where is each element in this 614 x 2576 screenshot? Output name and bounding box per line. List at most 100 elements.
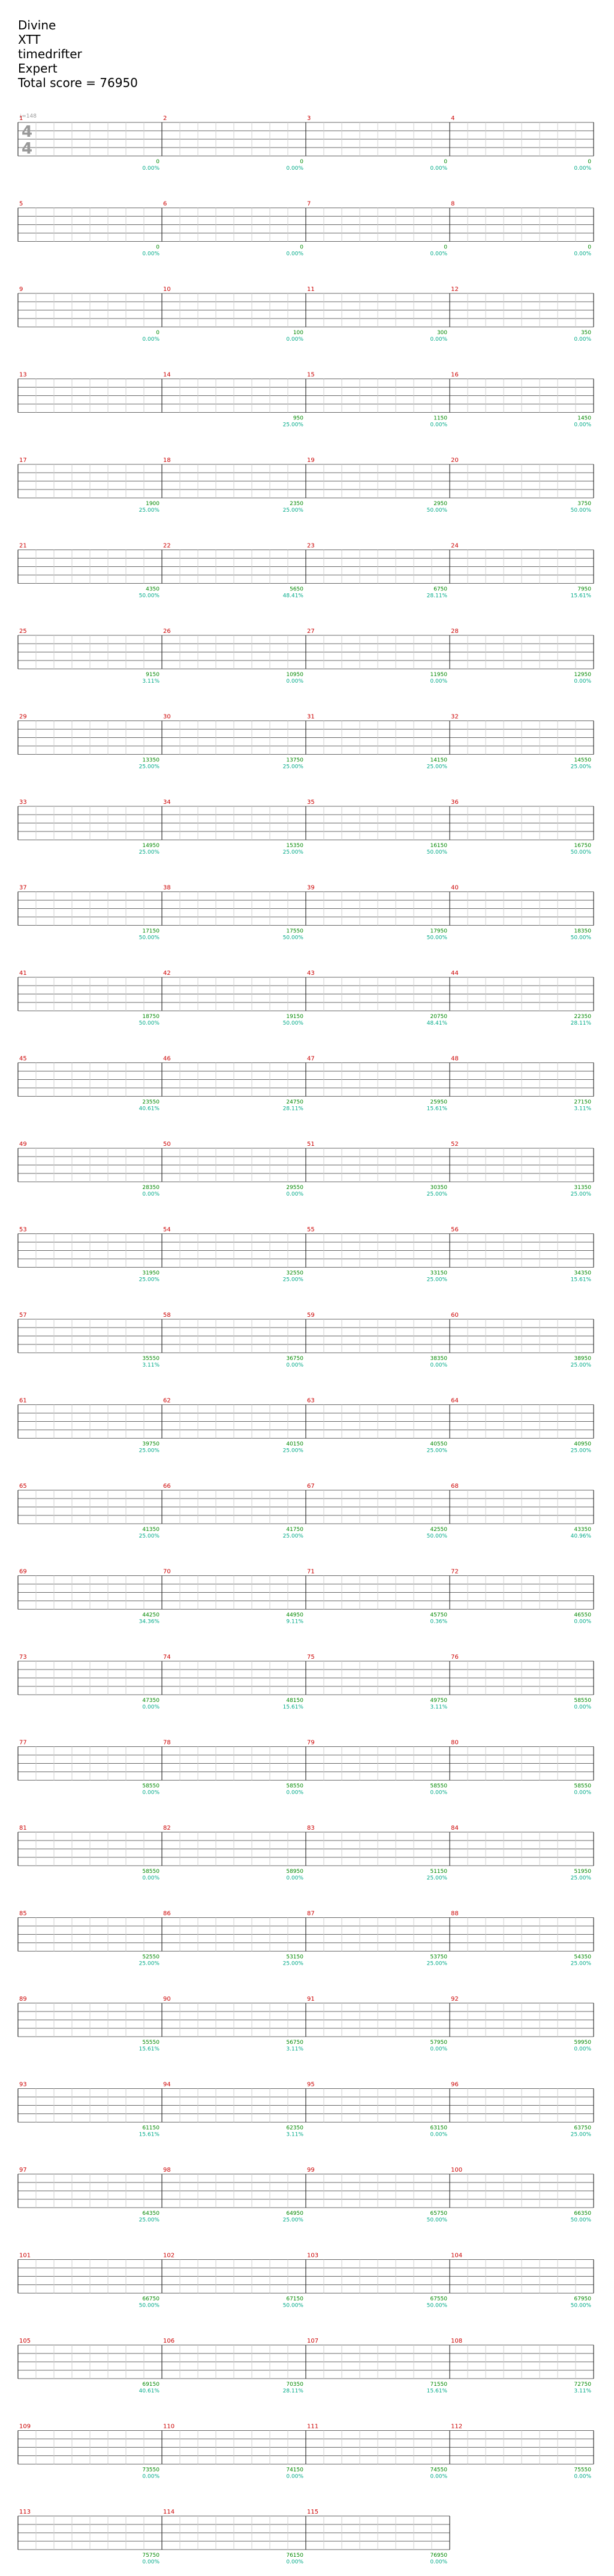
measure-number: 55 (307, 1227, 315, 1233)
measure-percent: 25.00% (283, 1448, 304, 1454)
measure-percent: 3.11% (574, 2388, 591, 2394)
measure-percent: 15.61% (571, 593, 592, 599)
measure-percent: 0.00% (286, 1191, 303, 1197)
measure-percent: 50.00% (139, 593, 160, 599)
measure-score: 58950 (286, 1869, 303, 1875)
measure-number: 101 (19, 2253, 31, 2259)
measure-number: 96 (451, 2082, 459, 2088)
measure-number: 38 (163, 885, 171, 891)
measure-percent: 50.00% (283, 1020, 304, 1026)
measure-number: 60 (451, 1312, 459, 1319)
measure-score: 49750 (430, 1698, 447, 1704)
measure-number: 51 (307, 1141, 315, 1148)
measure-percent: 25.00% (139, 1533, 160, 1539)
measure-score: 64950 (286, 2211, 303, 2217)
measure-number: 90 (163, 1996, 171, 2002)
measure-score: 69150 (142, 2382, 159, 2388)
measure-percent: 50.00% (427, 508, 448, 514)
measure-number: 18 (163, 457, 171, 464)
staff-row: 57355503.11%58367500.00%59383500.00%6038… (17, 1312, 594, 1368)
measure-score: 4350 (146, 587, 159, 593)
measure-number: 45 (19, 1056, 27, 1062)
measure-score: 31950 (142, 1271, 159, 1277)
measure-number: 79 (307, 1740, 315, 1746)
measure-number: 92 (451, 1996, 459, 2002)
chart-author: timedrifter (18, 47, 82, 61)
measure-number: 74 (163, 1654, 171, 1661)
measure-score: 67950 (574, 2296, 591, 2302)
measure-score: 0 (588, 245, 591, 251)
measure-percent: 25.00% (427, 1961, 448, 1967)
measure-percent: 9.11% (286, 1619, 303, 1625)
measure-score: 20750 (430, 1014, 447, 1020)
measure-score: 53750 (430, 1954, 447, 1960)
measure-number: 13 (19, 372, 27, 379)
staff-row: 411875050.00%421915050.00%432075048.41%4… (17, 970, 594, 1026)
measure-number: 66 (163, 1483, 171, 1490)
measure-score: 42550 (430, 1527, 447, 1533)
measure-score: 38350 (430, 1356, 447, 1362)
measure-score: 17150 (142, 929, 159, 935)
measure-percent: 15.61% (139, 2046, 160, 2052)
measure-number: 31 (307, 714, 315, 720)
measure-percent: 15.61% (427, 2388, 448, 2394)
measure-score: 15350 (286, 843, 303, 849)
measure-percent: 40.61% (139, 1106, 160, 1112)
measure-score: 76950 (430, 2553, 447, 2559)
measure-number: 3 (307, 115, 311, 122)
measure-score: 16150 (430, 843, 447, 849)
measure-percent: 3.11% (142, 1362, 159, 1368)
measure-percent: 25.00% (139, 508, 160, 514)
measure-score: 28350 (142, 1185, 159, 1191)
measure-number: 29 (19, 714, 27, 720)
measure-score: 56750 (286, 2040, 303, 2046)
measure-percent: 50.00% (427, 2303, 448, 2309)
measure-score: 16750 (574, 843, 591, 849)
staff-row: 73473500.00%744815015.61%75497503.11%765… (17, 1654, 594, 1710)
measure-number: 57 (19, 1312, 27, 1319)
staff-row: 654135025.00%664175025.00%674255050.00%6… (17, 1483, 594, 1539)
staff-row: 109735500.00%110741500.00%111745500.00%1… (17, 2424, 594, 2480)
measure-percent: 0.00% (286, 1790, 303, 1796)
measure-score: 18350 (574, 929, 591, 935)
measure-score: 33150 (430, 1271, 447, 1277)
measure-number: 108 (451, 2338, 462, 2344)
staff-row: 855255025.00%865315025.00%875375025.00%8… (17, 1911, 594, 1967)
measure-percent: 40.61% (139, 2388, 160, 2394)
measure-percent: 3.11% (574, 1106, 591, 1112)
measure-score: 17550 (286, 929, 303, 935)
measure-percent: 25.00% (571, 1191, 592, 1197)
measure-percent: 50.00% (571, 849, 592, 855)
measure-number: 2 (163, 115, 167, 122)
measure-percent: 0.00% (286, 251, 303, 257)
measure-percent: 3.11% (286, 2132, 303, 2138)
measure-number: 10 (163, 286, 171, 293)
measure-score: 13750 (286, 758, 303, 764)
measure-number: 110 (163, 2424, 174, 2430)
measure-number: 70 (163, 1569, 171, 1575)
measure-percent: 50.00% (139, 935, 160, 941)
measure-score: 350 (581, 330, 591, 336)
measure-percent: 0.00% (430, 166, 447, 172)
measure-number: 95 (307, 2082, 315, 2088)
measure-percent: 0.00% (142, 2559, 159, 2565)
measure-percent: 0.00% (430, 2132, 447, 2138)
measure-number: 111 (307, 2424, 318, 2430)
measure-number: 47 (307, 1056, 315, 1062)
measure-score: 300 (437, 330, 447, 336)
measure-percent: 0.00% (142, 337, 159, 343)
measure-number: 89 (19, 1996, 27, 2002)
measure-percent: 0.00% (430, 422, 447, 428)
measure-score: 0 (444, 159, 447, 165)
measure-number: 62 (163, 1398, 171, 1404)
measure-score: 25950 (430, 1100, 447, 1106)
measure-percent: 0.00% (286, 337, 303, 343)
measure-percent: 50.00% (283, 935, 304, 941)
measure-percent: 50.00% (571, 2217, 592, 2223)
measure-number: 64 (451, 1398, 459, 1404)
measure-score: 51950 (574, 1869, 591, 1875)
